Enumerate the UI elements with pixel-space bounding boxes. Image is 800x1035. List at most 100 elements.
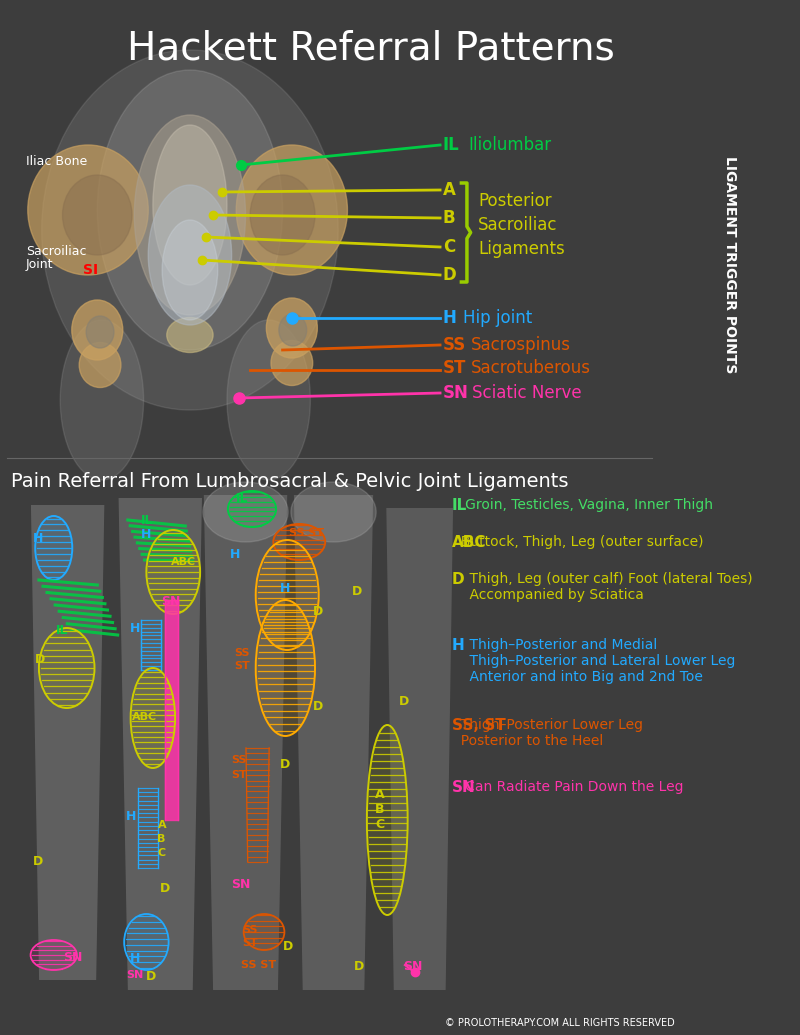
Ellipse shape <box>148 185 232 325</box>
Ellipse shape <box>98 70 282 350</box>
Polygon shape <box>294 495 373 990</box>
Ellipse shape <box>62 175 132 255</box>
Ellipse shape <box>130 668 175 768</box>
Text: A: A <box>158 820 166 830</box>
Text: D: D <box>443 266 457 284</box>
Text: SI: SI <box>83 263 98 277</box>
Text: C: C <box>375 818 384 831</box>
Polygon shape <box>386 508 453 990</box>
Text: H: H <box>141 528 151 541</box>
Text: SN: SN <box>443 384 469 402</box>
Text: SN: SN <box>452 780 476 795</box>
Text: B: B <box>443 209 455 227</box>
Text: H: H <box>130 622 140 635</box>
Text: IL: IL <box>452 498 467 513</box>
Text: SS ST: SS ST <box>289 528 324 538</box>
Text: Iliolumbar: Iliolumbar <box>469 136 552 154</box>
Text: D: D <box>313 605 323 618</box>
Text: ST: ST <box>232 770 247 780</box>
Ellipse shape <box>291 482 376 542</box>
Text: Iliac Bone: Iliac Bone <box>26 155 87 168</box>
Text: D: D <box>33 855 42 868</box>
Ellipse shape <box>256 540 318 650</box>
Text: Can Radiate Pain Down the Leg: Can Radiate Pain Down the Leg <box>452 780 684 794</box>
Text: Sacroiliac: Sacroiliac <box>478 216 558 234</box>
Text: Joint: Joint <box>26 258 54 271</box>
Text: D: D <box>282 940 293 953</box>
Ellipse shape <box>271 341 313 385</box>
Text: D: D <box>313 700 323 713</box>
Text: D: D <box>160 882 170 895</box>
Ellipse shape <box>79 343 121 387</box>
Ellipse shape <box>60 320 144 480</box>
Ellipse shape <box>35 516 72 580</box>
Ellipse shape <box>162 220 218 320</box>
Text: IL: IL <box>236 492 249 505</box>
Ellipse shape <box>236 145 347 275</box>
Text: Sacroiliac: Sacroiliac <box>26 245 86 258</box>
Text: © PROLOTHERAPY.COM ALL RIGHTS RESERVED: © PROLOTHERAPY.COM ALL RIGHTS RESERVED <box>445 1018 674 1028</box>
Ellipse shape <box>146 530 200 614</box>
Text: IL: IL <box>55 624 68 637</box>
Text: SS: SS <box>443 336 466 354</box>
Polygon shape <box>118 498 202 990</box>
Text: IL: IL <box>141 514 154 527</box>
Ellipse shape <box>244 914 285 950</box>
Text: Thigh–Posterior Lower Leg
  Posterior to the Heel: Thigh–Posterior Lower Leg Posterior to t… <box>452 718 643 748</box>
Text: SS, ST: SS, ST <box>452 718 506 733</box>
Text: SS: SS <box>234 648 250 658</box>
Text: H: H <box>443 309 457 327</box>
Text: Hackett Referral Patterns: Hackett Referral Patterns <box>126 29 614 67</box>
Ellipse shape <box>279 314 306 346</box>
Text: D: D <box>352 585 362 598</box>
Ellipse shape <box>250 175 315 255</box>
Ellipse shape <box>266 298 318 358</box>
Text: H: H <box>130 952 140 965</box>
Ellipse shape <box>42 50 338 410</box>
Text: Hip joint: Hip joint <box>463 309 533 327</box>
Text: Thigh, Leg (outer calf) Foot (lateral Toes)
    Accompanied by Sciatica: Thigh, Leg (outer calf) Foot (lateral To… <box>452 572 753 602</box>
Text: ST: ST <box>242 938 258 948</box>
Text: H: H <box>230 548 240 561</box>
Ellipse shape <box>39 628 94 708</box>
Text: SS: SS <box>232 755 247 765</box>
Ellipse shape <box>166 318 213 353</box>
Text: D: D <box>452 572 465 587</box>
Text: Ligaments: Ligaments <box>478 240 565 258</box>
Text: SN: SN <box>232 878 251 891</box>
Text: SS ST: SS ST <box>241 960 276 970</box>
Text: Thigh–Posterior and Medial
    Thigh–Posterior and Lateral Lower Leg
    Anterio: Thigh–Posterior and Medial Thigh–Posteri… <box>452 638 735 684</box>
Text: Groin, Testicles, Vagina, Inner Thigh: Groin, Testicles, Vagina, Inner Thigh <box>452 498 713 512</box>
Text: Sacrospinus: Sacrospinus <box>470 336 570 354</box>
Text: SS: SS <box>242 925 258 935</box>
Ellipse shape <box>72 300 122 360</box>
Text: A: A <box>375 788 385 801</box>
Text: ABC: ABC <box>131 712 157 722</box>
Text: Sacrotuberous: Sacrotuberous <box>470 359 590 377</box>
Text: ABC: ABC <box>452 535 486 550</box>
Text: IL: IL <box>443 136 460 154</box>
Text: B: B <box>375 803 385 816</box>
Text: LIGAMENT TRIGGER POINTS: LIGAMENT TRIGGER POINTS <box>723 156 737 374</box>
Polygon shape <box>31 505 104 980</box>
Text: SN: SN <box>403 960 422 973</box>
Ellipse shape <box>28 145 148 275</box>
Ellipse shape <box>86 316 114 348</box>
Text: D: D <box>280 758 290 771</box>
Polygon shape <box>204 495 287 990</box>
Ellipse shape <box>153 125 227 285</box>
Text: D: D <box>398 694 409 708</box>
Ellipse shape <box>228 491 276 527</box>
Ellipse shape <box>274 524 325 560</box>
Ellipse shape <box>203 482 288 542</box>
Text: C: C <box>158 848 166 858</box>
Ellipse shape <box>124 914 169 970</box>
Text: Posterior: Posterior <box>478 193 552 210</box>
Text: A: A <box>443 181 456 199</box>
Ellipse shape <box>367 724 408 915</box>
Ellipse shape <box>134 115 246 315</box>
Text: C: C <box>443 238 455 256</box>
Ellipse shape <box>227 320 310 480</box>
Text: H: H <box>126 810 136 823</box>
Text: Pain Referral From Lumbrosacral & Pelvic Joint Ligaments: Pain Referral From Lumbrosacral & Pelvic… <box>11 472 569 491</box>
